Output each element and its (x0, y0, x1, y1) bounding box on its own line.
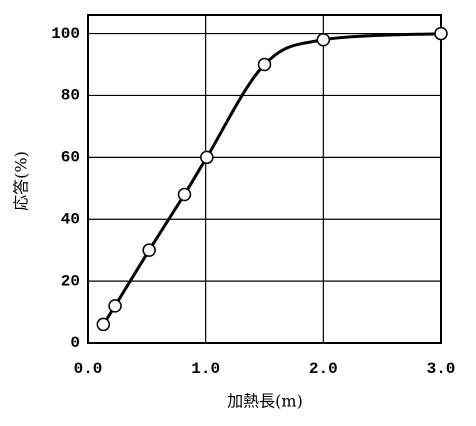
x-tick-label: 0.0 (74, 360, 103, 378)
x-tick-label: 1.0 (191, 360, 220, 378)
data-point (434, 26, 448, 41)
data-point (108, 299, 122, 313)
data-point (96, 317, 111, 332)
y-axis-label: 応答(%) (12, 151, 31, 211)
data-point (316, 33, 331, 47)
data-point (177, 187, 192, 202)
y-tick-label: 100 (51, 25, 80, 43)
y-tick-label: 60 (61, 149, 80, 167)
y-tick-label: 0 (70, 334, 80, 352)
data-point (257, 57, 272, 72)
x-axis-label: 加熱長(m) (227, 392, 303, 411)
data-point (200, 150, 214, 165)
y-tick-label: 80 (61, 87, 80, 105)
data-point (142, 243, 156, 257)
y-tick-label: 20 (61, 272, 80, 290)
y-tick-label: 40 (61, 210, 80, 228)
x-tick-label: 3.0 (427, 360, 456, 378)
plot-frame (87, 14, 442, 344)
x-tick-label: 2.0 (309, 360, 338, 378)
